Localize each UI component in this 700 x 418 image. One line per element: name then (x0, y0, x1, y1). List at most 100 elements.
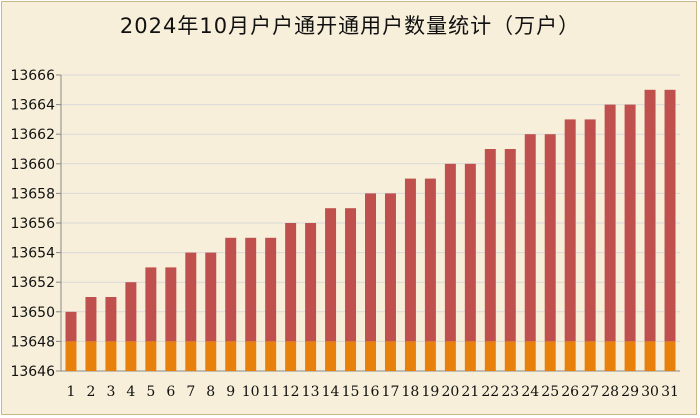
bar-base-27 (584, 341, 596, 371)
bar-17 (384, 193, 396, 342)
y-tick-label-9: 13664 (10, 98, 55, 114)
bar-base-19 (424, 341, 436, 371)
x-tick-label-27: 27 (581, 384, 599, 400)
bar-base-31 (664, 341, 676, 371)
bar-base-21 (464, 341, 476, 371)
bar-base-29 (624, 341, 636, 371)
bar-18 (404, 178, 416, 342)
x-tick-label-8: 8 (206, 384, 215, 400)
bar-base-6 (165, 341, 177, 371)
bar-base-11 (265, 341, 277, 371)
bar-10 (245, 237, 257, 342)
bar-base-24 (524, 341, 536, 371)
x-tick-label-23: 23 (501, 384, 519, 400)
bar-base-17 (384, 341, 396, 371)
bar-20 (444, 163, 456, 342)
x-tick-label-22: 22 (481, 384, 499, 400)
x-tick-label-21: 21 (461, 384, 479, 400)
bar-13 (305, 223, 317, 342)
y-tick-label-8: 13662 (10, 127, 55, 143)
bar-2 (85, 297, 97, 342)
bar-19 (424, 178, 436, 342)
bar-24 (524, 134, 536, 342)
x-tick-label-7: 7 (186, 384, 195, 400)
x-tick-label-24: 24 (521, 384, 539, 400)
bar-base-8 (205, 341, 217, 371)
x-tick-label-26: 26 (561, 384, 579, 400)
x-tick-label-14: 14 (322, 384, 340, 400)
bar-base-5 (145, 341, 157, 371)
x-tick-label-6: 6 (166, 384, 175, 400)
x-tick-label-31: 31 (661, 384, 679, 400)
y-tick-label-7: 13660 (10, 157, 55, 173)
y-tick-label-6: 13658 (10, 186, 55, 202)
x-tick-label-15: 15 (342, 384, 360, 400)
x-tick-label-10: 10 (242, 384, 260, 400)
bar-29 (624, 104, 636, 342)
bar-base-15 (345, 341, 357, 371)
bar-base-13 (305, 341, 317, 371)
x-tick-label-9: 9 (226, 384, 235, 400)
x-tick-label-19: 19 (421, 384, 439, 400)
x-tick-label-13: 13 (302, 384, 320, 400)
bar-base-2 (85, 341, 97, 371)
x-tick-label-30: 30 (641, 384, 659, 400)
x-tick-label-3: 3 (106, 384, 115, 400)
y-tick-label-1: 13648 (10, 334, 55, 350)
x-tick-label-29: 29 (621, 384, 639, 400)
bar-5 (145, 267, 157, 342)
y-tick-label-4: 13654 (10, 246, 55, 262)
bar-16 (365, 193, 376, 342)
y-tick-label-10: 13666 (10, 68, 55, 84)
bar-base-9 (225, 341, 237, 371)
x-tick-label-20: 20 (441, 384, 459, 400)
bar-base-14 (325, 341, 337, 371)
bar-22 (484, 149, 496, 342)
x-tick-label-28: 28 (601, 384, 619, 400)
bar-3 (105, 297, 117, 342)
y-tick-label-3: 13652 (10, 275, 55, 291)
x-tick-label-4: 4 (126, 384, 135, 400)
bar-14 (325, 208, 337, 342)
bar-1 (65, 311, 77, 342)
bar-21 (464, 163, 476, 342)
bar-11 (265, 237, 277, 342)
bar-12 (285, 223, 297, 342)
bar-base-16 (365, 341, 376, 371)
x-tick-label-17: 17 (382, 384, 400, 400)
y-tick-label-5: 13656 (10, 216, 55, 232)
bar-base-1 (65, 341, 77, 371)
bar-base-20 (444, 341, 456, 371)
bar-base-22 (484, 341, 496, 371)
bar-4 (125, 282, 137, 342)
bar-6 (165, 267, 177, 342)
bar-31 (664, 89, 676, 342)
bar-25 (544, 134, 556, 342)
y-tick-label-2: 13650 (10, 305, 55, 321)
bar-7 (185, 252, 197, 342)
bar-23 (504, 149, 516, 342)
bar-15 (345, 208, 357, 342)
bar-8 (205, 252, 217, 342)
bar-27 (584, 119, 596, 342)
bar-base-23 (504, 341, 516, 371)
y-tick-label-0: 13646 (10, 364, 55, 380)
x-tick-label-5: 5 (146, 384, 155, 400)
bar-30 (644, 89, 656, 342)
bar-base-26 (564, 341, 576, 371)
bar-base-28 (604, 341, 616, 371)
x-tick-label-2: 2 (86, 384, 95, 400)
bar-base-12 (285, 341, 297, 371)
x-tick-label-1: 1 (67, 384, 76, 400)
x-tick-label-25: 25 (541, 384, 559, 400)
bar-base-4 (125, 341, 137, 371)
chart-title: 2024年10月户户通开通用户数量统计（万户） (119, 14, 581, 38)
bar-base-18 (404, 341, 416, 371)
x-tick-label-11: 11 (262, 384, 280, 400)
bar-26 (564, 119, 576, 342)
bar-base-10 (245, 341, 257, 371)
x-tick-label-12: 12 (282, 384, 300, 400)
bar-base-30 (644, 341, 656, 371)
bar-28 (604, 104, 616, 342)
